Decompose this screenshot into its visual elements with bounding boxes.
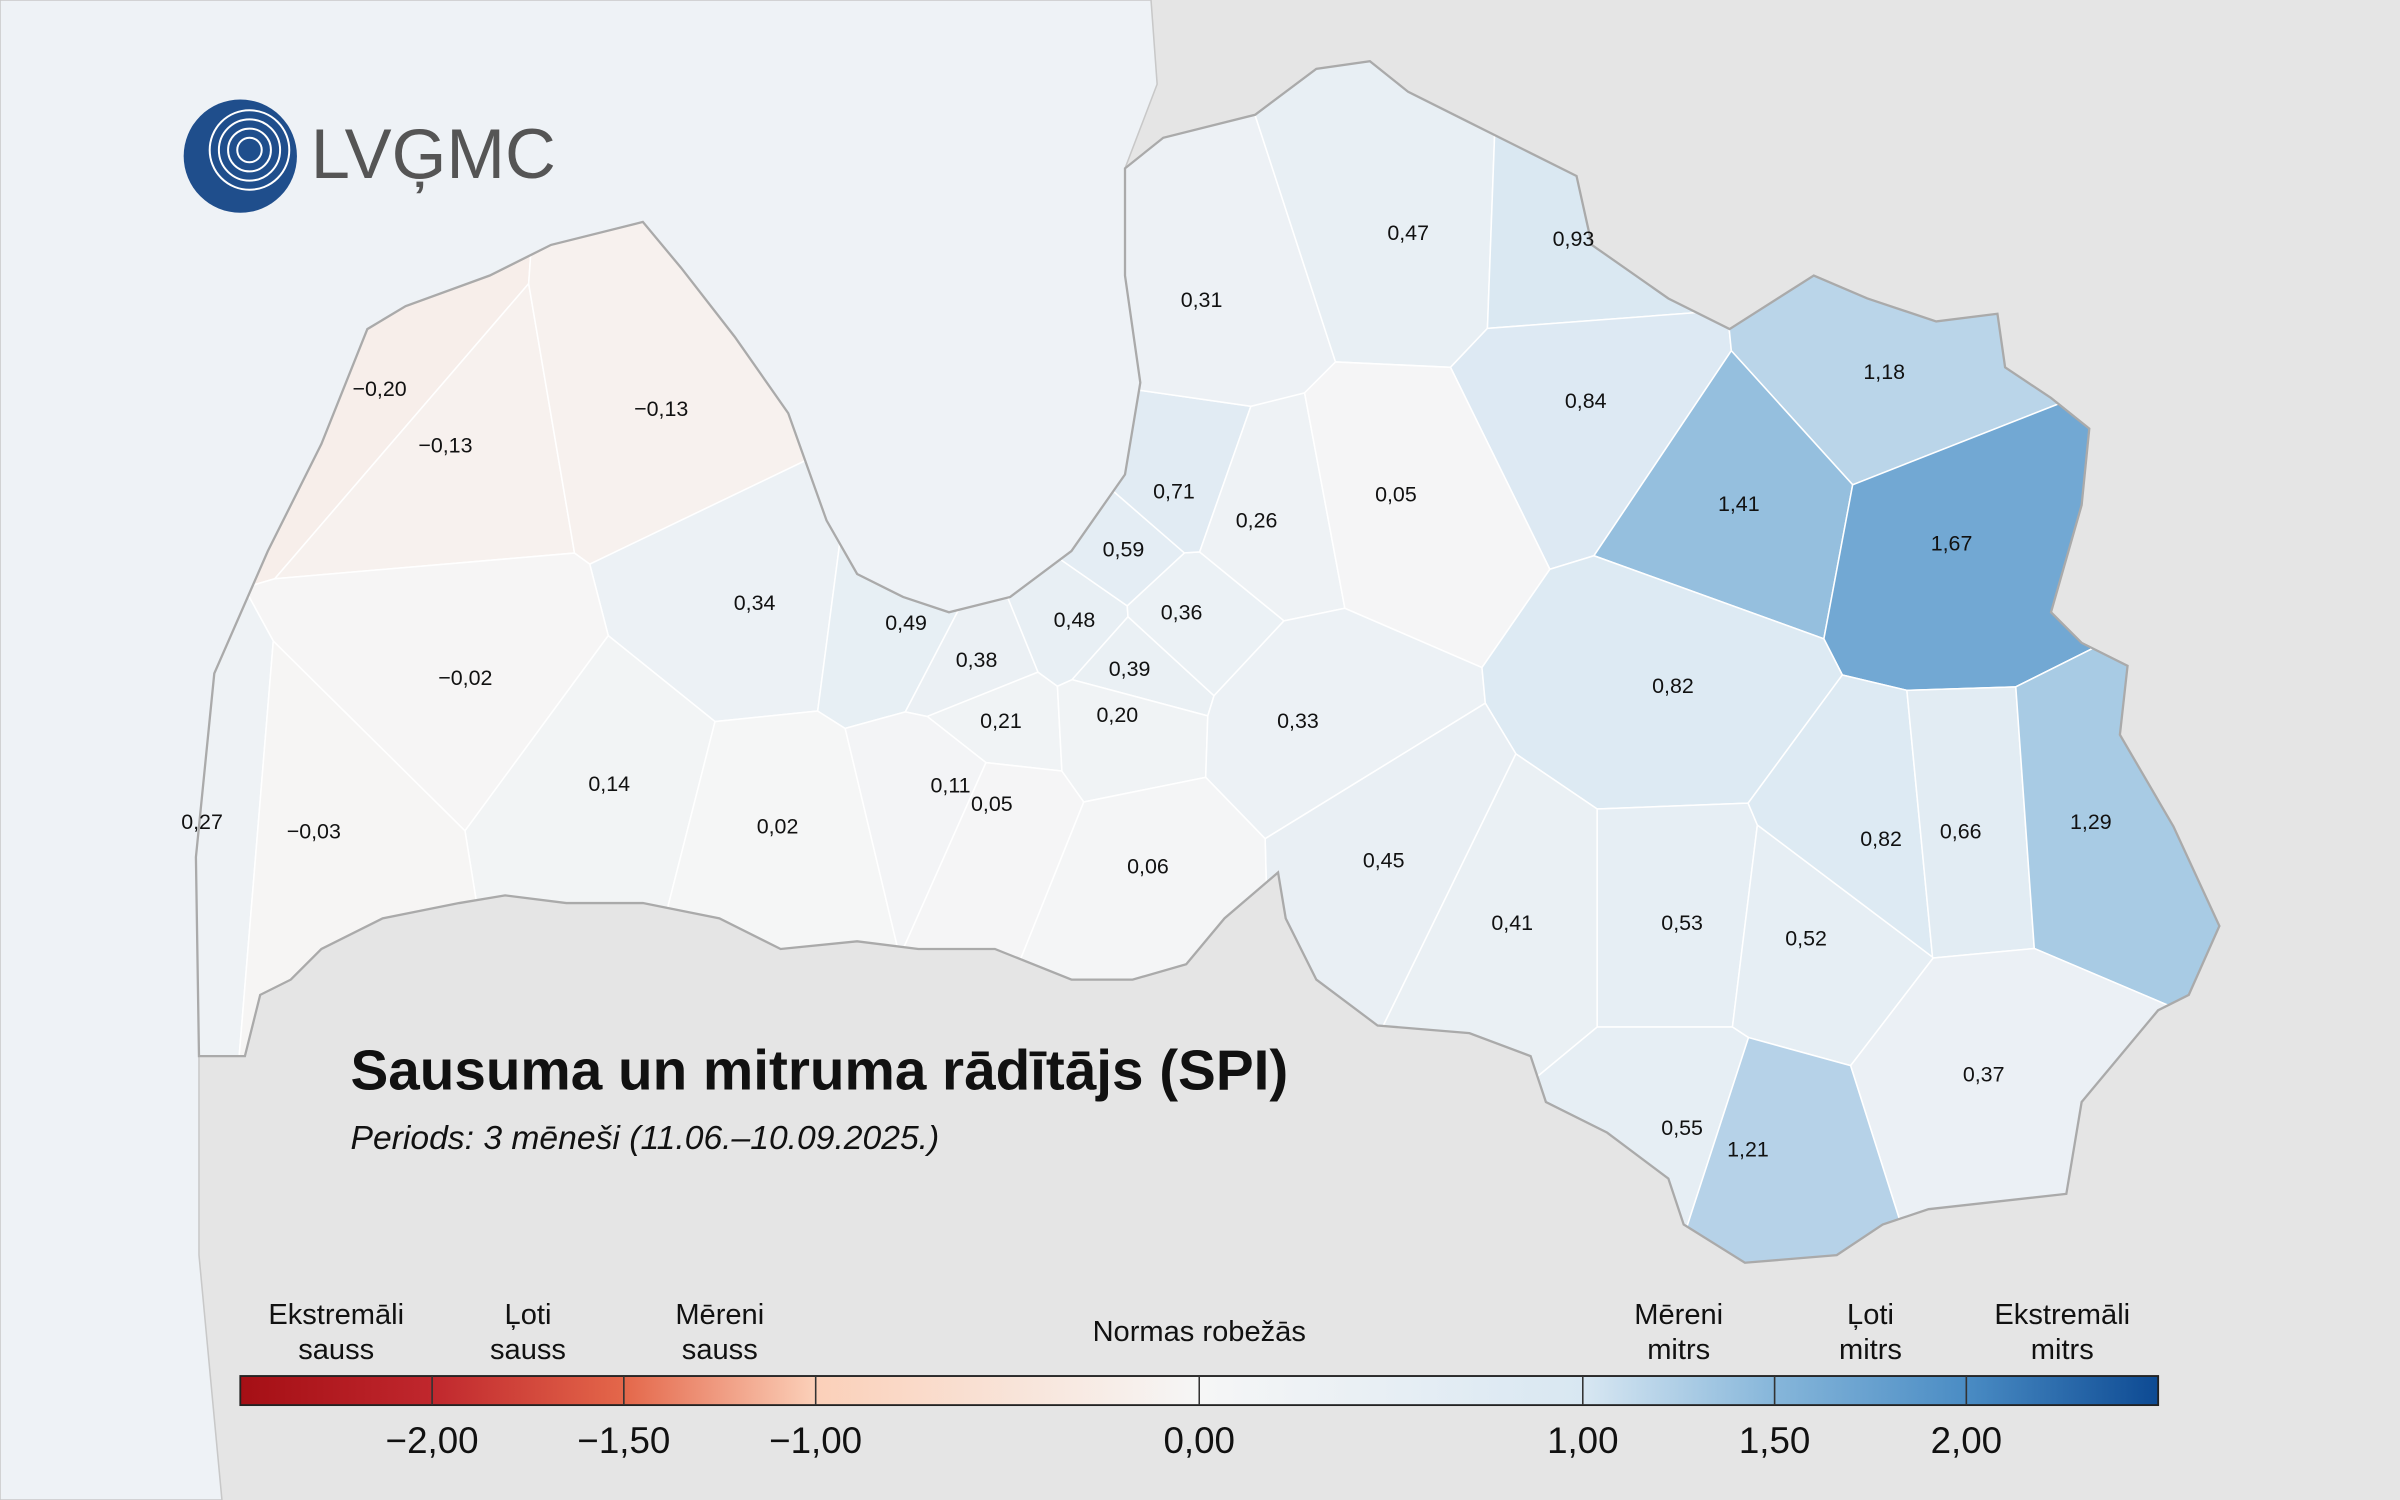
legend-tick-label: 1,50 (1739, 1420, 1810, 1461)
region-label: −0,13 (634, 397, 688, 421)
region-label: 0,26 (1236, 509, 1278, 533)
region-label: 0,39 (1109, 657, 1151, 681)
legend-class-label: Ļoti (505, 1299, 552, 1331)
legend-tick-label: −1,00 (769, 1420, 862, 1461)
legend-class-label: sauss (490, 1334, 566, 1366)
region-label: 0,59 (1103, 538, 1145, 562)
region-label: 0,34 (734, 591, 776, 615)
region-label: 0,38 (956, 648, 998, 672)
legend-class-label: Ļoti (1847, 1299, 1894, 1331)
region-label: 0,31 (1181, 288, 1223, 312)
region-label: 0,82 (1652, 674, 1694, 698)
legend-class-label: mitrs (1839, 1334, 1902, 1366)
logo: LVĢMC (183, 99, 556, 213)
region-label: 0,45 (1363, 848, 1405, 872)
region-label: 0,06 (1127, 855, 1169, 879)
legend-class-label: Ekstremāli (268, 1299, 404, 1331)
region (1661, 1036, 1927, 1263)
region-label: 0,20 (1097, 703, 1139, 727)
legend-class (1965, 1375, 2159, 1406)
region-label: 0,55 (1661, 1116, 1703, 1140)
legend-class (239, 1375, 433, 1406)
region-label: 0,49 (885, 611, 927, 635)
legend-class-label: sauss (298, 1334, 374, 1366)
region-label: 1,29 (2070, 810, 2112, 834)
region-label: 1,18 (1863, 360, 1905, 384)
region-label: 1,67 (1931, 532, 1973, 556)
legend-class-label: mitrs (1647, 1334, 1710, 1366)
region-label: 0,36 (1161, 600, 1203, 624)
legend-tick-label: 0,00 (1164, 1420, 1235, 1461)
region-label: 0,02 (757, 815, 799, 839)
region-label: −0,03 (287, 819, 341, 843)
country-outline (194, 60, 2221, 1264)
region-label: 0,48 (1054, 608, 1096, 632)
legend-class-label: sauss (682, 1334, 758, 1366)
legend-tick-label: 1,00 (1547, 1420, 1618, 1461)
title: Sausuma un mitruma rādītājs (SPI) (351, 1039, 1289, 1102)
region-labels: −0,20 −0,13 −0,13 0,34 −0,02 0,14 0,27 −0,03 0,0… (181, 221, 2111, 1162)
region-label: 0,05 (1375, 483, 1417, 507)
subtitle: Periods: 3 mēneši (11.06.–10.09.2025.) (351, 1120, 940, 1157)
region-label: 0,05 (971, 792, 1013, 816)
legend-class-label: Mēreni (1634, 1299, 1723, 1331)
region-label: 0,71 (1153, 480, 1195, 504)
legend-tick-label: −1,50 (577, 1420, 670, 1461)
region-label: −0,20 (353, 377, 407, 401)
region-label: 0,66 (1940, 819, 1982, 843)
region-label: 0,52 (1785, 926, 1827, 950)
region-label: 1,21 (1727, 1138, 1769, 1162)
region-label: 0,33 (1277, 709, 1319, 733)
region-label: 0,82 (1860, 827, 1902, 851)
region-label: 0,37 (1963, 1063, 2005, 1087)
region-label: 0,93 (1553, 227, 1595, 251)
region-label: 0,53 (1661, 911, 1703, 935)
legend-class-label: Ekstremāli (1994, 1299, 2130, 1331)
legend: EkstremālisaussĻotisaussMērenisaussNorma… (239, 1299, 2160, 1461)
region-label: 0,21 (980, 709, 1022, 733)
region-label: 0,27 (181, 810, 223, 834)
legend-class (623, 1375, 817, 1406)
region-label: 1,41 (1718, 492, 1760, 516)
legend-class-label: mitrs (2031, 1334, 2094, 1366)
region-label: 0,84 (1565, 389, 1607, 413)
region-label: −0,13 (418, 434, 472, 458)
region-label: 0,47 (1387, 221, 1429, 245)
legend-class-label: Normas robežās (1093, 1316, 1306, 1348)
region-label: 0,14 (588, 772, 630, 796)
legend-class (1773, 1375, 1967, 1406)
region-label: 0,11 (930, 773, 970, 797)
region-label: −0,02 (438, 666, 492, 690)
region-label: 0,41 (1491, 911, 1533, 935)
logo-rings (208, 109, 291, 191)
legend-class (431, 1375, 625, 1406)
legend-class-label: Mēreni (675, 1299, 764, 1331)
logo-text: LVĢMC (311, 114, 556, 193)
legend-tick-label: 2,00 (1931, 1420, 2002, 1461)
legend-tick-label: −2,00 (386, 1420, 479, 1461)
legend-class (1582, 1375, 1776, 1406)
